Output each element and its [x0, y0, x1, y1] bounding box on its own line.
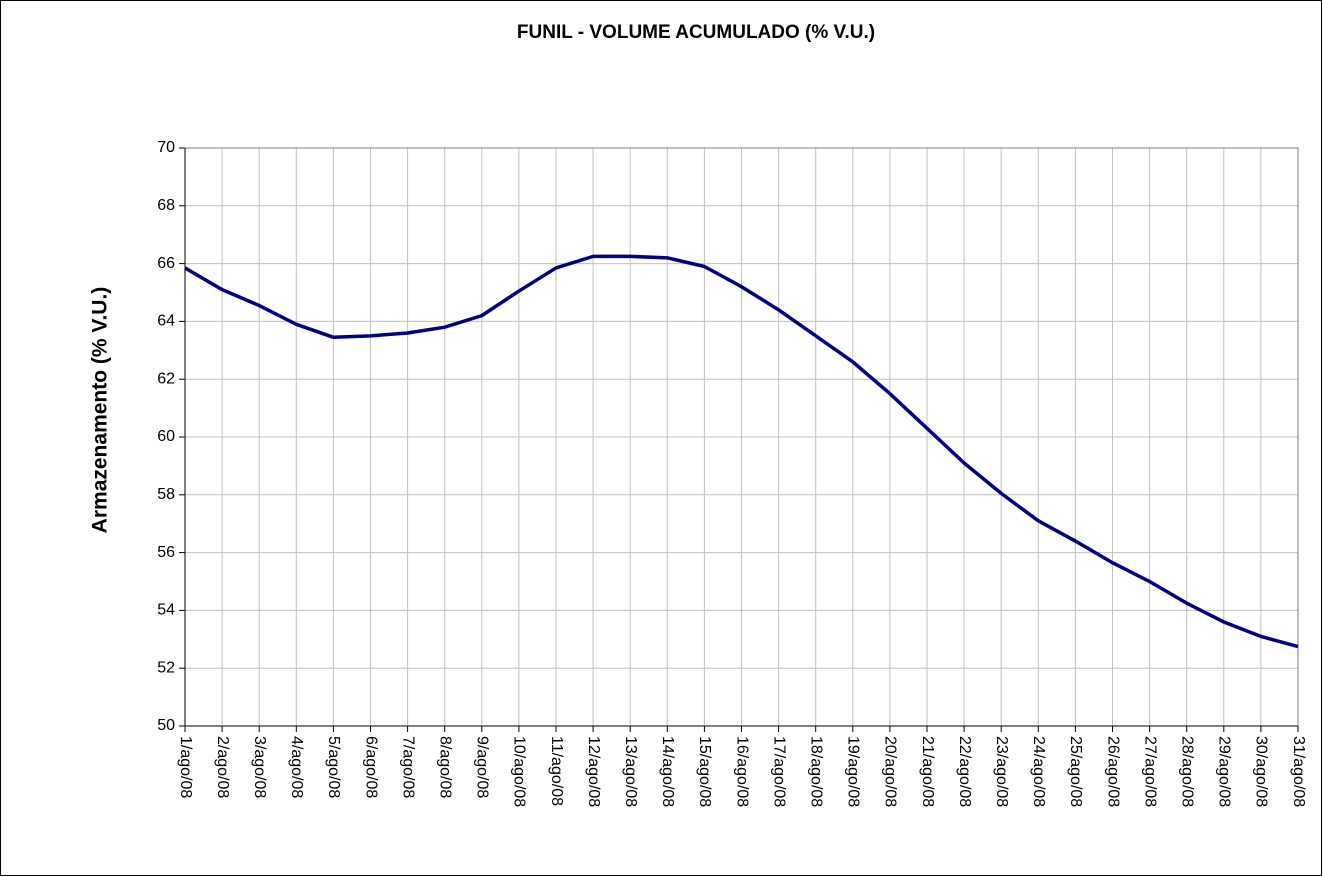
- x-tick-label: 9/ago/08: [474, 736, 491, 798]
- x-tick-label: 25/ago/08: [1067, 736, 1084, 807]
- x-tick-label: 10/ago/08: [511, 736, 528, 807]
- y-axis-label: Armazenamento (% V.U.): [89, 287, 112, 534]
- x-tick-label: 2/ago/08: [214, 736, 231, 798]
- x-tick-label: 6/ago/08: [362, 736, 379, 798]
- x-tick-label: 7/ago/08: [399, 736, 416, 798]
- y-tick-label: 50: [157, 717, 175, 734]
- x-tick-label: 20/ago/08: [882, 736, 899, 807]
- y-tick-label: 62: [157, 370, 175, 387]
- y-tick-label: 60: [157, 428, 175, 445]
- x-tick-label: 30/ago/08: [1253, 736, 1270, 807]
- x-tick-label: 1/ago/08: [177, 736, 194, 798]
- x-tick-label: 27/ago/08: [1141, 736, 1158, 807]
- y-tick-label: 52: [157, 659, 175, 676]
- x-tick-label: 5/ago/08: [325, 736, 342, 798]
- y-tick-label: 54: [157, 602, 175, 619]
- x-tick-label: 22/ago/08: [956, 736, 973, 807]
- x-tick-label: 28/ago/08: [1178, 736, 1195, 807]
- x-tick-label: 8/ago/08: [436, 736, 453, 798]
- x-tick-label: 19/ago/08: [845, 736, 862, 807]
- x-tick-label: 31/ago/08: [1290, 736, 1307, 807]
- x-tick-label: 24/ago/08: [1030, 736, 1047, 807]
- y-tick-label: 58: [157, 486, 175, 503]
- y-tick-label: 64: [157, 313, 175, 330]
- y-tick-label: 68: [157, 197, 175, 214]
- x-tick-label: 14/ago/08: [659, 736, 676, 807]
- x-tick-label: 4/ago/08: [288, 736, 305, 798]
- y-tick-label: 66: [157, 255, 175, 272]
- x-tick-label: 15/ago/08: [696, 736, 713, 807]
- x-tick-label: 16/ago/08: [733, 736, 750, 807]
- x-tick-label: 11/ago/08: [548, 736, 565, 806]
- x-tick-label: 12/ago/08: [585, 736, 602, 807]
- x-tick-label: 13/ago/08: [622, 736, 639, 807]
- x-tick-label: 17/ago/08: [770, 736, 787, 807]
- y-tick-label: 56: [157, 544, 175, 561]
- x-tick-label: 18/ago/08: [807, 736, 824, 807]
- y-tick-label: 70: [157, 139, 175, 156]
- x-tick-label: 26/ago/08: [1104, 736, 1121, 807]
- x-tick-label: 29/ago/08: [1216, 736, 1233, 807]
- x-tick-label: 23/ago/08: [993, 736, 1010, 807]
- x-tick-label: 21/ago/08: [919, 736, 936, 807]
- x-tick-label: 3/ago/08: [251, 736, 268, 798]
- chart-title: FUNIL - VOLUME ACUMULADO (% V.U.): [517, 22, 875, 43]
- data-line: [184, 254, 1299, 649]
